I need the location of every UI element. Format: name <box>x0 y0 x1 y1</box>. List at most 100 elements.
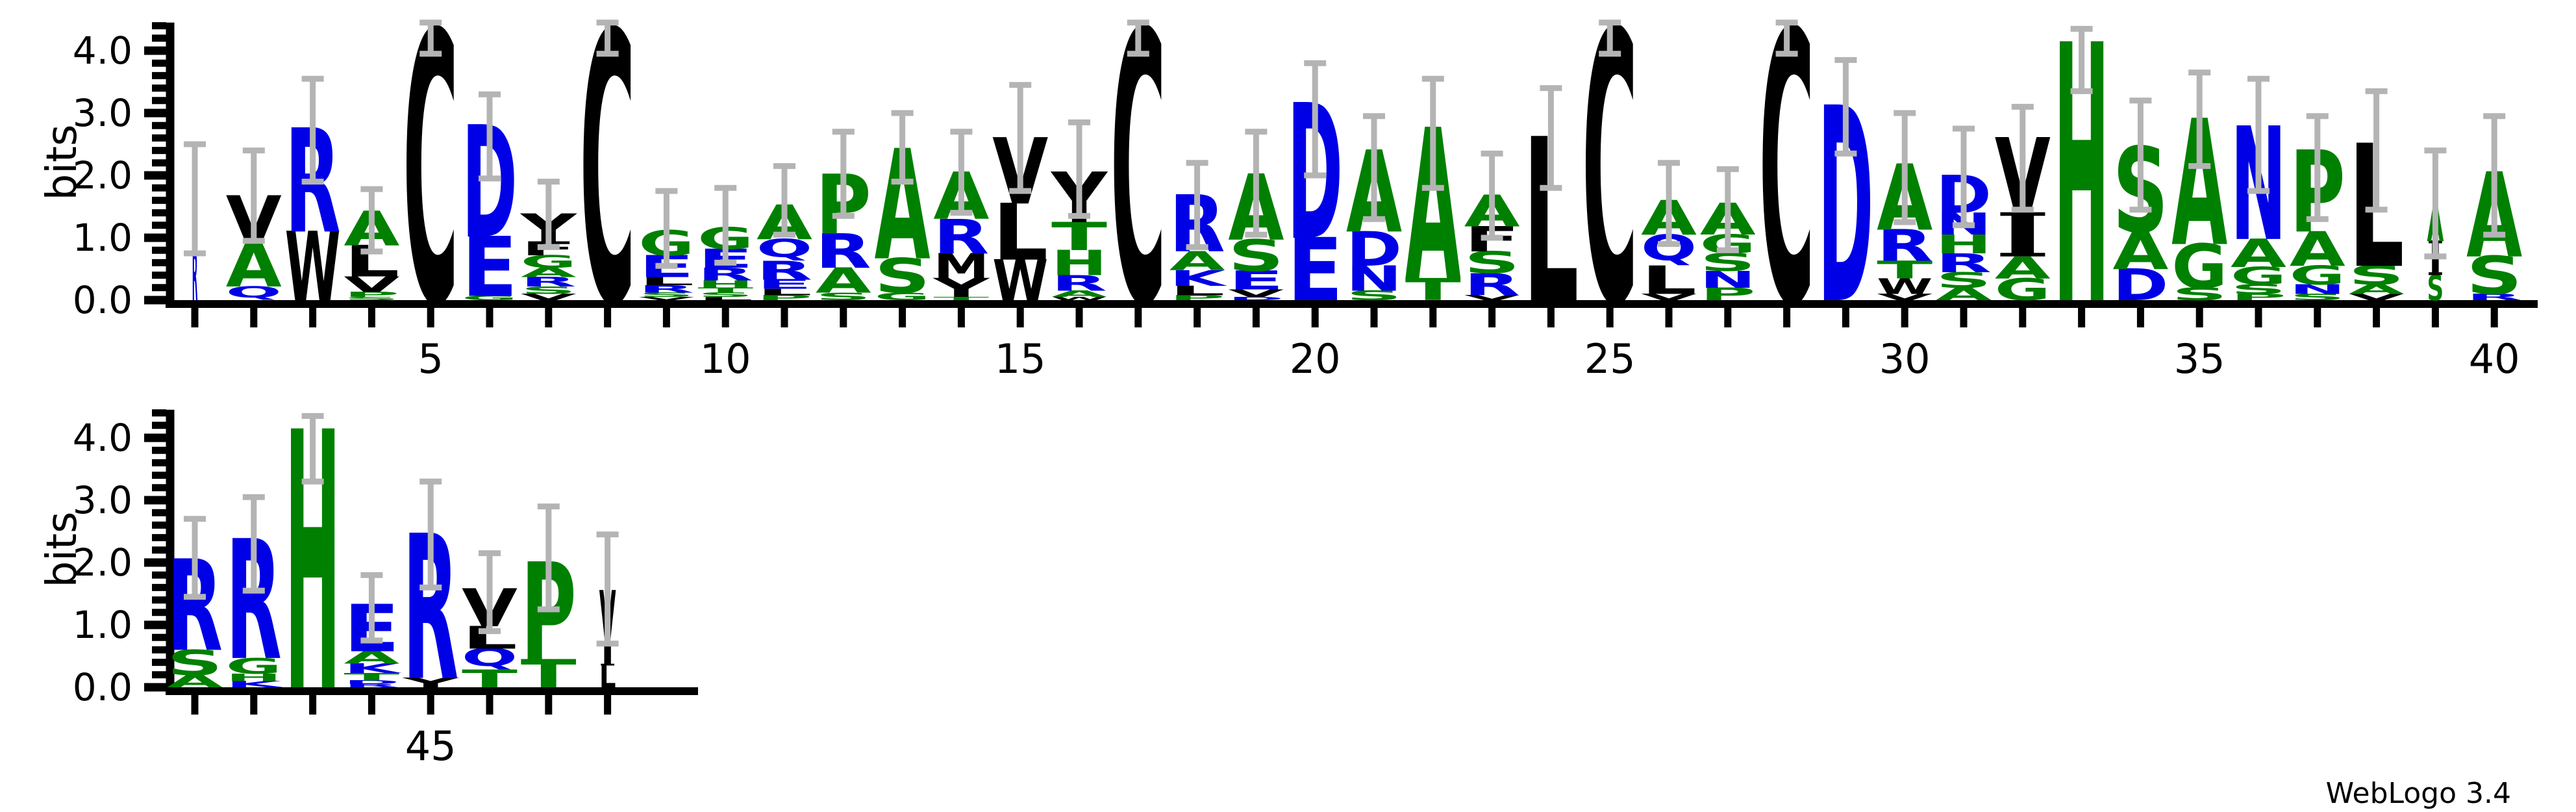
svg-text:W: W <box>1877 274 1932 299</box>
svg-text:R: R <box>757 255 812 286</box>
svg-text:D: D <box>344 679 399 685</box>
svg-text:S: S <box>875 249 931 304</box>
svg-text:A: A <box>1051 289 1108 299</box>
svg-text:N: N <box>2290 282 2345 297</box>
svg-text:L: L <box>992 187 1048 278</box>
svg-text:G: G <box>1995 273 2051 308</box>
svg-text:15: 15 <box>995 335 1046 383</box>
svg-text:0.0: 0.0 <box>73 278 132 322</box>
svg-text:R: R <box>1464 268 1520 303</box>
svg-text:S: S <box>2427 268 2444 308</box>
svg-text:H: H <box>226 672 282 684</box>
svg-text:V: V <box>1464 294 1521 301</box>
svg-text:30: 30 <box>1879 335 1931 383</box>
svg-text:T: T <box>1877 255 1932 284</box>
svg-text:G: G <box>521 252 577 272</box>
svg-text:E: E <box>757 277 812 292</box>
svg-text:5: 5 <box>418 335 443 383</box>
svg-text:Y: Y <box>401 675 459 690</box>
svg-text:S: S <box>638 292 694 299</box>
svg-text:R: R <box>2466 292 2522 303</box>
svg-text:P: P <box>757 294 812 301</box>
svg-text:K: K <box>1169 266 1228 291</box>
svg-text:R: R <box>697 264 753 285</box>
svg-text:L: L <box>1169 283 1225 298</box>
svg-text:M: M <box>933 246 989 286</box>
svg-text:H: H <box>1936 229 1992 260</box>
svg-text:P: P <box>344 290 399 298</box>
svg-text:25: 25 <box>1584 335 1636 383</box>
svg-text:G: G <box>2290 260 2345 291</box>
svg-text:S: S <box>2171 285 2227 305</box>
y-axis-label-row2: bits <box>38 511 86 588</box>
svg-text:S: S <box>167 643 223 683</box>
svg-text:D: D <box>1228 296 1284 301</box>
svg-text:W: W <box>285 212 341 324</box>
svg-text:V: V <box>344 272 400 298</box>
svg-text:V: V <box>2349 292 2405 303</box>
svg-text:R: R <box>344 683 399 689</box>
svg-text:35: 35 <box>2174 335 2225 383</box>
svg-text:3.0: 3.0 <box>73 478 132 522</box>
svg-text:A: A <box>521 265 577 280</box>
svg-text:A: A <box>1936 285 1992 305</box>
svg-text:N: N <box>1346 259 1402 299</box>
svg-text:G: G <box>462 294 518 301</box>
svg-text:A: A <box>2112 221 2168 281</box>
svg-text:V: V <box>521 292 577 303</box>
svg-text:S: S <box>344 296 399 301</box>
svg-text:A: A <box>2231 231 2286 277</box>
svg-text:V: V <box>1641 292 1697 303</box>
svg-text:L: L <box>599 659 616 694</box>
svg-text:V: V <box>638 296 694 301</box>
svg-text:H: H <box>697 278 753 290</box>
svg-text:R: R <box>933 209 989 264</box>
svg-text:P: P <box>1700 285 1756 305</box>
svg-text:W: W <box>992 249 1048 314</box>
svg-text:N: N <box>1700 266 1756 293</box>
svg-text:40: 40 <box>2469 335 2520 383</box>
svg-text:R: R <box>1877 222 1932 272</box>
svg-text:Q: Q <box>462 644 518 672</box>
svg-text:R: R <box>816 223 871 279</box>
svg-text:P: P <box>1169 294 1225 301</box>
svg-text:Q: Q <box>226 283 282 301</box>
svg-text:2.0: 2.0 <box>73 153 132 197</box>
y-axis-label-row1: bits <box>38 124 86 201</box>
svg-text:P: P <box>2231 292 2286 303</box>
svg-text:L: L <box>697 296 753 301</box>
svg-text:W: W <box>1051 296 1107 301</box>
svg-text:D: D <box>1346 222 1402 277</box>
svg-text:S: S <box>1228 231 1284 281</box>
svg-text:T: T <box>933 296 990 301</box>
svg-text:20: 20 <box>1290 335 1341 383</box>
svg-text:R: R <box>638 283 694 296</box>
svg-text:A: A <box>1995 251 2051 286</box>
weblogo-version-label: WebLogo 3.4 <box>2325 777 2511 810</box>
svg-text:G: G <box>2171 233 2227 303</box>
svg-text:H: H <box>1051 243 1107 283</box>
svg-text:2.0: 2.0 <box>73 540 132 585</box>
svg-text:V: V <box>1228 287 1284 299</box>
svg-text:A: A <box>1169 246 1225 277</box>
svg-text:1.0: 1.0 <box>73 216 132 260</box>
svg-text:0.0: 0.0 <box>73 665 132 709</box>
svg-text:R: R <box>1936 248 1992 279</box>
svg-text:C: C <box>1759 0 1815 388</box>
svg-text:A: A <box>816 260 872 301</box>
svg-text:Q: Q <box>757 234 812 263</box>
svg-text:1.0: 1.0 <box>73 603 132 647</box>
svg-text:45: 45 <box>405 722 456 770</box>
svg-text:S: S <box>697 292 753 299</box>
svg-text:S: S <box>816 290 871 303</box>
svg-text:S: S <box>1936 268 1992 293</box>
svg-text:3.0: 3.0 <box>73 91 132 135</box>
svg-text:S: S <box>2466 246 2522 306</box>
svg-text:A: A <box>167 672 223 692</box>
svg-text:D: D <box>2112 260 2168 311</box>
svg-text:T: T <box>1051 214 1108 260</box>
svg-text:R: R <box>521 274 577 289</box>
svg-text:T: T <box>462 665 518 693</box>
svg-text:L: L <box>1641 258 1697 303</box>
